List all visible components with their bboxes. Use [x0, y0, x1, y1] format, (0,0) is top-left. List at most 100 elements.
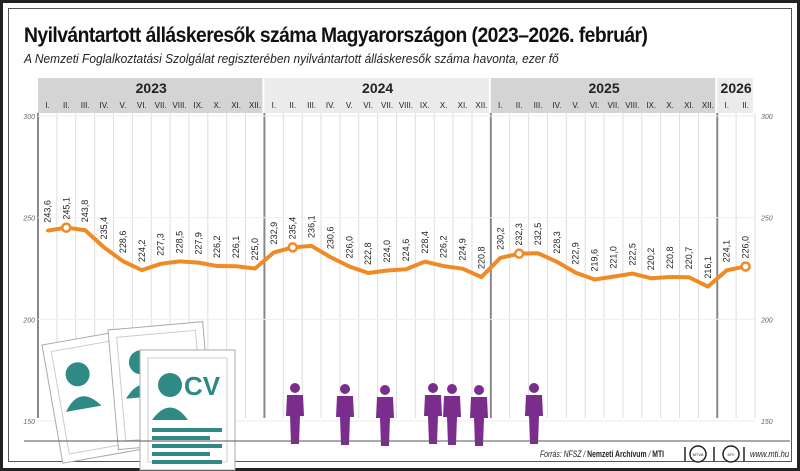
y-tick-label-left: 200 [22, 317, 35, 324]
source-note: Forrás: NFSZ / Nemzeti Archívum / MTI [540, 449, 664, 459]
month-label: VIII. [172, 101, 186, 110]
month-label: VIII. [399, 101, 413, 110]
data-point [725, 268, 729, 272]
month-label: VII. [381, 101, 393, 110]
data-point [442, 264, 446, 268]
paper-sheet [139, 349, 236, 471]
month-label: IX. [420, 101, 430, 110]
person-photo-icon [152, 407, 188, 420]
month-label: IX. [646, 101, 656, 110]
person-photo-icon [65, 396, 102, 412]
data-point [687, 275, 691, 279]
month-label: VIII. [625, 101, 639, 110]
month-label: II. [289, 101, 296, 110]
data-label: 232,5 [533, 223, 543, 246]
year-label: 2026 [721, 80, 752, 96]
silhouette-head [340, 384, 350, 394]
mtva-logo-text: MTVA [693, 452, 704, 457]
data-point [574, 271, 578, 275]
person-silhouette [424, 383, 442, 444]
data-label: 222,8 [363, 242, 373, 265]
highlight-point [287, 242, 298, 253]
person-silhouette [286, 383, 304, 444]
data-point [234, 264, 238, 268]
y-tick-label-right: 250 [760, 216, 773, 223]
month-label: V. [346, 101, 353, 110]
data-point [555, 260, 559, 264]
website-link[interactable]: www.mti.hu [750, 449, 790, 459]
source-sep: / [646, 449, 653, 459]
data-label: 224,0 [382, 240, 392, 263]
month-label: VII. [607, 101, 619, 110]
month-label: X. [666, 101, 674, 110]
chart-subtitle: A Nemzeti Foglalkoztatási Szolgálat regi… [24, 51, 559, 66]
month-label: IV. [552, 101, 561, 110]
data-point [423, 260, 427, 264]
silhouette-body [424, 395, 442, 444]
data-point [366, 271, 370, 275]
data-label: 226,0 [741, 236, 751, 259]
month-label: I. [272, 101, 276, 110]
data-label: 245,1 [61, 197, 71, 220]
inner-frame [8, 8, 792, 462]
silhouette-body [286, 395, 304, 444]
data-label: 226,2 [212, 236, 222, 259]
person-photo-icon [158, 373, 182, 397]
data-label: 235,4 [99, 217, 109, 240]
silhouette-body [376, 397, 394, 446]
silhouette-head [474, 385, 484, 395]
month-label: I. [724, 101, 728, 110]
data-label: 226,2 [439, 236, 449, 259]
data-point [649, 276, 653, 280]
silhouette-head [447, 384, 457, 394]
month-label: IX. [193, 101, 203, 110]
data-label: 220,8 [476, 247, 486, 270]
month-label: IV. [326, 101, 335, 110]
data-label: 235,4 [288, 217, 298, 240]
data-label: 216,1 [703, 256, 713, 279]
month-label: VI. [590, 101, 600, 110]
data-label: 225,0 [250, 238, 260, 261]
data-point [611, 275, 615, 279]
data-label: 219,6 [590, 249, 600, 272]
data-label: 224,9 [458, 238, 468, 261]
month-label: X. [213, 101, 221, 110]
data-label: 220,2 [646, 248, 656, 271]
data-point [536, 251, 540, 255]
silhouette-head [290, 383, 300, 393]
source-archive: Nemzeti Archívum [587, 449, 647, 459]
data-point [83, 228, 87, 232]
data-point [668, 275, 672, 279]
month-label: I. [45, 101, 49, 110]
data-label: 227,3 [156, 233, 166, 256]
data-point [253, 267, 257, 270]
data-label: 228,4 [420, 231, 430, 254]
data-label: 222,5 [627, 243, 637, 266]
data-point [461, 267, 465, 271]
y-tick-label-right: 200 [760, 317, 773, 324]
data-label: 232,3 [514, 223, 524, 246]
series-line [47, 225, 746, 289]
data-label: 220,7 [684, 247, 694, 270]
person-silhouette [525, 383, 543, 444]
source-prefix: Forrás: NFSZ / [540, 449, 588, 459]
cv-text-line [152, 452, 210, 456]
month-label: XII. [475, 101, 487, 110]
month-label: II. [516, 101, 523, 110]
highlight-point [513, 248, 525, 259]
year-header-bg [38, 78, 263, 113]
cv-text-line [152, 460, 222, 464]
data-point [272, 250, 276, 254]
data-point [159, 262, 163, 266]
data-label: 220,8 [665, 247, 675, 270]
data-label: 226,1 [231, 236, 241, 259]
person-silhouette [376, 385, 394, 446]
data-point [593, 277, 597, 281]
month-label: VII. [155, 101, 167, 110]
year-header-bg [264, 78, 489, 113]
data-point [196, 261, 200, 265]
data-label: 230,2 [495, 227, 505, 250]
highlight-point [61, 222, 72, 233]
